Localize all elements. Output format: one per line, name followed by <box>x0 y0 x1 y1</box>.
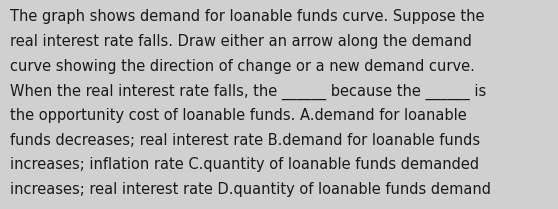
Text: real interest rate falls. Draw either an arrow along the demand: real interest rate falls. Draw either an… <box>10 34 472 49</box>
Text: curve showing the direction of change or a new demand curve.: curve showing the direction of change or… <box>10 59 475 74</box>
Text: When the real interest rate falls, the ______ because the ______ is: When the real interest rate falls, the _… <box>10 83 486 100</box>
Text: the opportunity cost of loanable funds. A.demand for loanable: the opportunity cost of loanable funds. … <box>10 108 467 123</box>
Text: The graph shows demand for loanable funds curve. Suppose the: The graph shows demand for loanable fund… <box>10 9 484 24</box>
Text: increases; real interest rate D.quantity of loanable funds demand: increases; real interest rate D.quantity… <box>10 182 491 197</box>
Text: funds decreases; real interest rate B.demand for loanable funds: funds decreases; real interest rate B.de… <box>10 133 480 148</box>
Text: increases; inflation rate C.quantity of loanable funds demanded: increases; inflation rate C.quantity of … <box>10 157 479 172</box>
